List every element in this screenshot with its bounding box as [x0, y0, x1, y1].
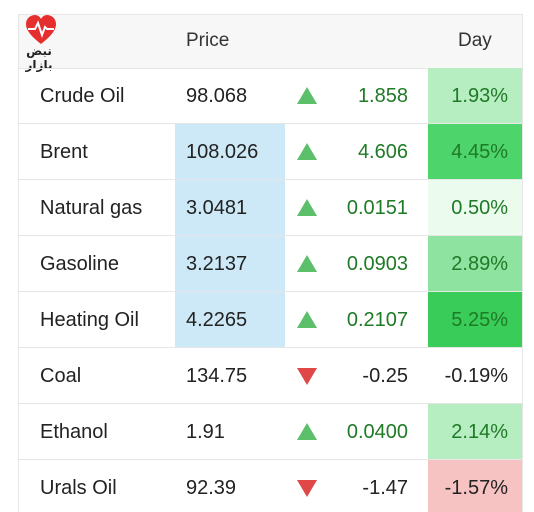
price-highlight: [175, 236, 285, 291]
arrow: [297, 480, 317, 497]
arrow-down: [297, 480, 317, 497]
price-highlight: [175, 180, 285, 235]
name: Natural gas: [40, 196, 143, 219]
price-header: Price: [186, 30, 230, 51]
price: 3.0481: [186, 196, 248, 219]
day-cell: [428, 404, 522, 459]
day-cell: [428, 124, 522, 179]
price: 1.91: [186, 420, 225, 443]
day: 2.14%: [451, 420, 508, 443]
row: [18, 68, 523, 124]
name: Brent: [40, 140, 88, 163]
day-cell: [428, 180, 522, 235]
row: [18, 404, 523, 460]
name: Heating Oil: [40, 308, 139, 331]
change: 0.2107: [346, 308, 408, 331]
day-cell: [428, 236, 522, 291]
price: 108.026: [186, 140, 259, 163]
price: 98.068: [186, 84, 248, 107]
change: 0.0151: [346, 196, 408, 219]
day: -1.57%: [444, 476, 508, 499]
day-cell: [428, 460, 522, 512]
change: -1.47: [362, 476, 408, 499]
day-header: Day: [458, 30, 492, 51]
arrow-up: [297, 199, 317, 216]
name: Ethanol: [40, 420, 108, 443]
name: Coal: [40, 364, 82, 387]
arrow-up: [297, 143, 317, 160]
arrow-down: [297, 368, 317, 385]
price-highlight: [175, 292, 285, 347]
arrow: [297, 87, 317, 104]
day-cell: [428, 292, 522, 347]
arrow: [297, 199, 317, 216]
change: 1.858: [357, 84, 408, 107]
arrow: [297, 423, 317, 440]
arrow-up: [297, 423, 317, 440]
name: Urals Oil: [40, 476, 117, 499]
header-row: [18, 14, 523, 68]
row: [18, 180, 523, 236]
arrow-up: [297, 87, 317, 104]
price: 134.75: [186, 364, 248, 387]
day: 2.89%: [451, 252, 508, 275]
price: 92.39: [186, 476, 237, 499]
change: 0.0400: [346, 420, 408, 443]
day: -0.19%: [444, 364, 508, 387]
arrow: [297, 255, 317, 272]
row: [18, 460, 523, 512]
arrow: [297, 143, 317, 160]
arrow: [297, 368, 317, 385]
change: -0.25: [362, 364, 408, 387]
row: [18, 124, 523, 180]
arrow-up: [297, 255, 317, 272]
price-highlight: [175, 124, 285, 179]
day: 4.45%: [451, 140, 508, 163]
price: 4.2265: [186, 308, 248, 331]
row: [18, 292, 523, 348]
arrow: [297, 311, 317, 328]
day-cell: [428, 348, 522, 403]
name: Crude Oil: [40, 84, 125, 107]
day-cell: [428, 68, 522, 123]
day: 5.25%: [451, 308, 508, 331]
change: 4.606: [357, 140, 408, 163]
day: 1.93%: [451, 84, 508, 107]
day: 0.50%: [451, 196, 508, 219]
price: 3.2137: [186, 252, 248, 275]
logo-icon: [26, 15, 56, 44]
row: [18, 348, 523, 404]
row: [18, 236, 523, 292]
name: Gasoline: [40, 252, 119, 275]
change: 0.0903: [346, 252, 408, 275]
arrow-up: [297, 311, 317, 328]
